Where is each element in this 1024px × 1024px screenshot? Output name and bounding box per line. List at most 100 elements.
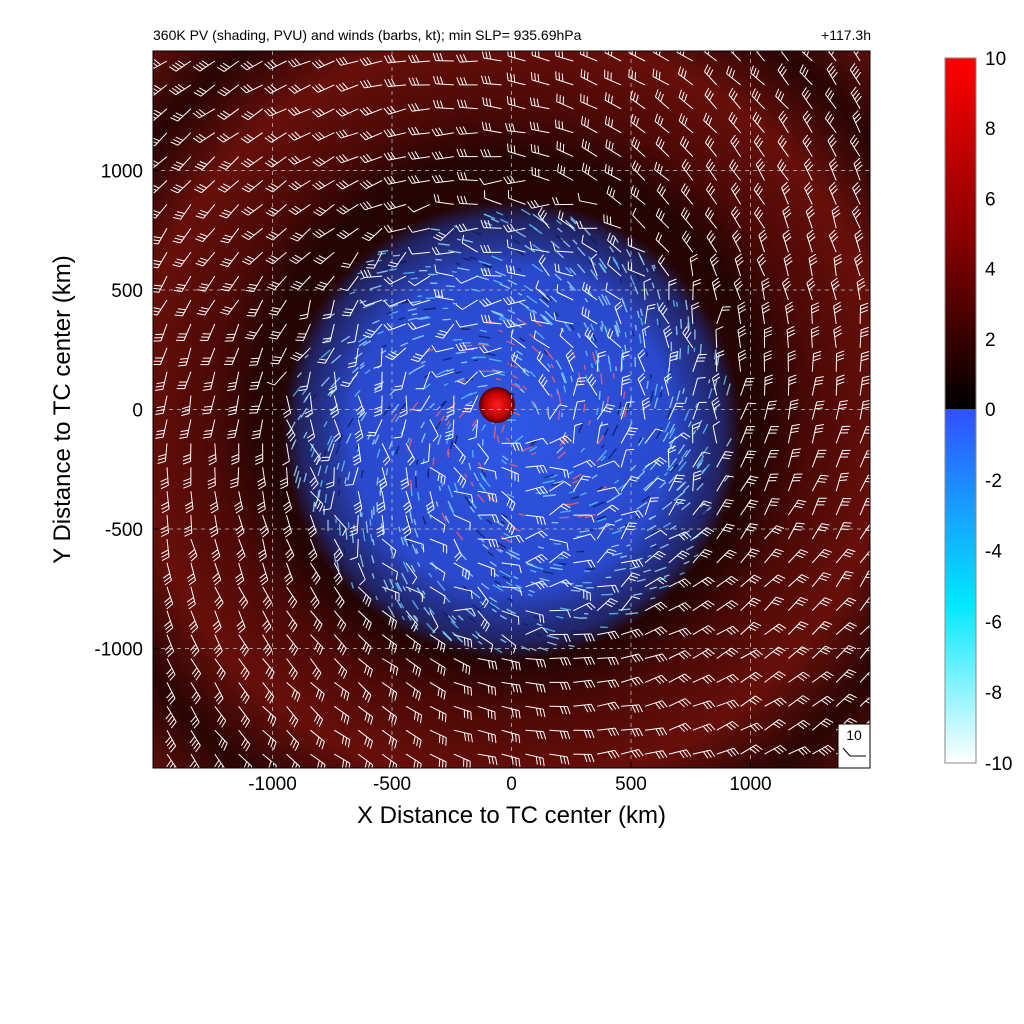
pv-filament xyxy=(629,566,639,570)
pv-filament xyxy=(423,307,436,311)
wind-barb xyxy=(811,621,833,635)
pv-filament xyxy=(582,617,587,619)
wind-barb xyxy=(290,275,311,290)
pv-filament xyxy=(514,435,524,443)
pv-filament xyxy=(567,470,574,475)
wind-barb xyxy=(298,371,311,392)
pv-filament xyxy=(441,512,447,522)
wind-barb xyxy=(453,443,466,465)
wind-barb xyxy=(309,658,322,681)
wind-barb xyxy=(573,459,596,468)
pv-filament xyxy=(595,350,600,363)
wind-barb xyxy=(481,121,502,134)
wind-barb xyxy=(644,457,667,468)
pv-filament xyxy=(695,311,698,319)
pv-filament xyxy=(496,372,506,377)
pv-filament xyxy=(700,463,710,475)
pv-filament xyxy=(570,218,577,225)
pv-filament xyxy=(296,372,303,378)
y-axis-title: Y Distance to TC center (km) xyxy=(49,255,76,564)
wind-barb xyxy=(644,497,659,516)
pv-filament xyxy=(353,352,363,360)
wind-barb xyxy=(220,299,240,315)
wind-barb xyxy=(740,621,762,635)
wind-barb xyxy=(214,753,226,768)
pv-filament xyxy=(455,351,466,355)
pv-filament xyxy=(557,391,562,405)
wind-barb xyxy=(604,164,622,181)
wind-barb xyxy=(310,634,324,656)
wind-barb xyxy=(529,97,550,110)
wind-barb xyxy=(262,586,272,609)
pv-filament xyxy=(413,518,417,526)
pv-filament xyxy=(382,344,387,348)
pv-filament xyxy=(680,449,689,460)
pv-filament xyxy=(624,332,627,338)
pv-filament xyxy=(653,264,656,269)
wind-barb xyxy=(288,84,311,94)
wind-barb xyxy=(462,395,479,413)
pv-filament xyxy=(408,368,418,375)
wind-barb xyxy=(503,223,526,233)
wind-barb xyxy=(596,423,609,444)
wind-barb xyxy=(644,477,666,492)
wind-barb xyxy=(808,253,818,277)
wind-barb xyxy=(732,229,742,253)
wind-barb xyxy=(716,549,737,564)
wind-barb xyxy=(503,319,526,328)
wind-barb xyxy=(652,68,670,86)
wind-barb xyxy=(241,180,263,193)
pv-filament xyxy=(469,506,476,513)
pv-filament xyxy=(385,468,389,476)
pv-filament xyxy=(528,589,535,594)
wind-barb xyxy=(334,705,350,725)
wind-barb xyxy=(782,229,792,253)
pv-filament xyxy=(451,631,462,641)
pv-filament xyxy=(529,370,536,378)
wind-barb xyxy=(289,251,311,264)
pv-filament xyxy=(369,519,372,526)
wind-barb xyxy=(334,681,350,701)
pv-filament xyxy=(494,270,506,277)
pv-filament xyxy=(559,436,567,447)
pv-filament xyxy=(372,538,375,546)
pv-filament xyxy=(488,358,502,362)
pv-filament xyxy=(483,213,496,220)
pv-filament xyxy=(624,344,627,352)
pv-filament xyxy=(614,479,620,484)
pv-filament xyxy=(561,371,567,382)
wind-barb xyxy=(381,681,398,701)
wind-barb xyxy=(455,342,478,352)
wind-barb xyxy=(282,491,293,514)
wind-barb xyxy=(431,127,454,137)
pv-filament xyxy=(656,318,659,326)
pv-filament xyxy=(604,295,611,306)
pv-filament xyxy=(531,263,544,273)
pv-filament xyxy=(438,485,442,491)
pv-filament xyxy=(638,437,643,443)
pv-filament xyxy=(417,562,421,567)
pv-filament xyxy=(480,582,490,590)
wind-barb xyxy=(433,193,454,205)
wind-barb xyxy=(455,275,478,284)
pv-filament xyxy=(404,537,409,547)
wind-barb xyxy=(525,530,548,540)
wind-barb xyxy=(335,107,359,117)
pv-filament xyxy=(600,455,606,462)
pv-filament xyxy=(442,630,453,641)
wind-barb xyxy=(716,625,740,636)
wind-barb xyxy=(549,551,571,564)
wind-barb xyxy=(333,562,343,586)
wind-barb xyxy=(227,395,240,416)
wind-barb xyxy=(587,373,598,396)
pv-filament xyxy=(388,268,397,272)
wind-barb xyxy=(637,373,646,396)
pv-filament xyxy=(508,613,514,618)
wind-barb xyxy=(383,128,407,138)
pv-filament xyxy=(402,585,406,592)
wind-barb xyxy=(214,705,227,728)
wind-barb xyxy=(663,373,673,396)
wind-barb xyxy=(238,705,250,728)
pv-filament xyxy=(543,350,549,356)
pv-filament xyxy=(409,514,414,524)
